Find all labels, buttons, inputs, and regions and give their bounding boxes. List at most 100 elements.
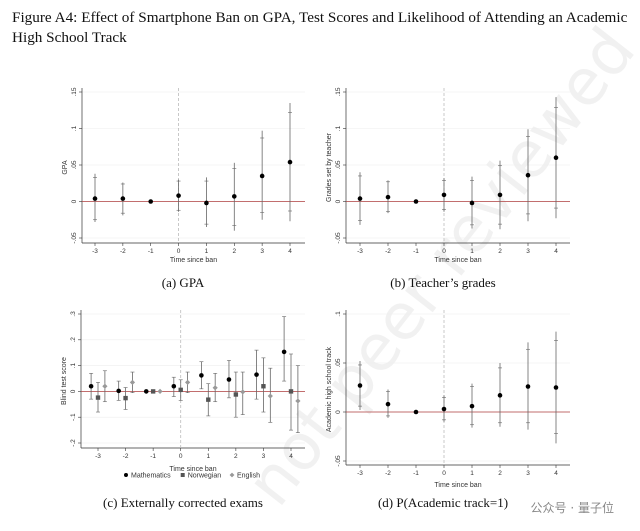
data-point [497, 393, 503, 398]
y-axis-label: Blind test score [61, 357, 68, 405]
legend-label: Mathematics [131, 472, 171, 479]
y-tick-label: -.05 [71, 232, 78, 244]
panel-d: -.05 0 .05 .1 -3 -2 -1 0 1 2 3 4 Academic high schoo… [326, 310, 570, 510]
data-point [116, 388, 121, 394]
figure-title: Figure A4: Effect of Smartphone Ban on G… [12, 9, 628, 46]
x-tick-label: 2 [234, 453, 238, 460]
x-tick-label: 3 [526, 470, 530, 477]
x-tick-label: -1 [150, 453, 156, 460]
data-point [295, 398, 301, 404]
y-tick-label: -.1 [70, 413, 77, 421]
x-tick-label: -1 [413, 248, 419, 255]
data-point [525, 384, 531, 389]
data-point [259, 173, 265, 179]
panel-caption: (c) Externally corrected exams [103, 495, 263, 510]
legend-marker [229, 472, 235, 478]
data-point [102, 383, 108, 389]
y-tick-label: 0 [335, 410, 342, 414]
series-gpa [92, 102, 293, 231]
data-point [469, 200, 475, 206]
panel-c: -.2 -.1 0 .1 .2 .3 -3 -2 -1 0 1 2 3 4 Blind test score… [61, 310, 305, 510]
data-point [413, 409, 419, 415]
y-tick-label: .15 [71, 87, 78, 96]
data-point [226, 377, 232, 382]
data-point [212, 385, 218, 391]
data-point [143, 389, 149, 394]
y-tick-label: -.05 [335, 232, 342, 244]
series-mathematics [88, 316, 287, 401]
data-point [357, 196, 363, 201]
data-point [233, 392, 239, 397]
x-tick-label: 4 [554, 470, 558, 477]
data-point [288, 389, 294, 394]
x-tick-label: -2 [385, 248, 391, 255]
data-point [525, 172, 531, 178]
x-tick-label: -3 [92, 248, 98, 255]
data-point [88, 383, 94, 389]
data-point [199, 373, 204, 378]
x-tick-label: 2 [232, 248, 236, 255]
legend-marker [180, 473, 185, 477]
data-point [231, 194, 237, 199]
data-point [261, 384, 266, 389]
x-tick-label: 3 [526, 248, 530, 255]
legend-label: English [237, 472, 260, 479]
x-tick-label: -3 [95, 453, 101, 460]
y-tick-label: 0 [71, 199, 78, 203]
data-point [95, 395, 101, 400]
data-point [385, 194, 391, 200]
x-tick-label: 4 [288, 248, 292, 255]
y-tick-label: -.05 [335, 455, 342, 467]
x-tick-label: 2 [498, 248, 502, 255]
data-point [553, 385, 559, 390]
data-point [185, 379, 191, 385]
data-point [254, 372, 259, 377]
y-tick-label: .1 [335, 311, 342, 317]
x-tick-label: -2 [120, 248, 126, 255]
x-tick-label: 0 [177, 248, 181, 255]
x-tick-label: -2 [123, 453, 129, 460]
y-tick-label: .05 [335, 160, 342, 169]
y-axis-label: Grades set by teacher [326, 132, 333, 202]
x-tick-label: -1 [413, 470, 419, 477]
data-point [129, 379, 136, 385]
data-point [497, 192, 503, 198]
data-point [123, 395, 128, 401]
panel-a: -.05 0 .05 .1 .15 -3 -2 -1 0 1 2 3 4 GPA Time since ba… [62, 87, 305, 290]
x-axis-label: Time since ban [170, 257, 217, 264]
y-tick-label: .05 [71, 160, 78, 169]
series-english [102, 365, 301, 433]
x-tick-label: 1 [206, 453, 210, 460]
x-axis-label: Time since ban [434, 482, 481, 489]
data-point [150, 389, 156, 394]
data-point [206, 397, 211, 402]
x-tick-label: 4 [554, 248, 558, 255]
data-point [553, 155, 559, 160]
source-logo: 公众号 · 量子位 [526, 498, 618, 517]
panel-caption: (a) GPA [162, 275, 205, 290]
data-point [171, 383, 177, 389]
panel-b: -.05 0 .05 .1 .15 -3 -2 -1 0 1 2 3 4 Grades set by te… [326, 87, 570, 290]
series-grades-set-by-teacher [357, 97, 559, 230]
x-tick-label: 0 [442, 248, 446, 255]
x-tick-label: 0 [179, 453, 183, 460]
data-point [148, 199, 154, 204]
data-point [287, 159, 293, 165]
data-point [469, 403, 475, 409]
y-tick-label: .1 [70, 363, 77, 369]
x-tick-label: 4 [289, 453, 293, 460]
x-tick-label: 1 [470, 470, 474, 477]
y-axis-label: Academic high school track [326, 346, 333, 432]
legend-label: Norwegian [188, 472, 222, 479]
x-tick-label: 0 [442, 470, 446, 477]
data-point [357, 383, 363, 388]
data-point [413, 199, 419, 204]
y-tick-label: .15 [335, 87, 342, 96]
x-tick-label: -3 [357, 248, 363, 255]
y-tick-label: 0 [70, 389, 77, 393]
data-point [441, 406, 447, 412]
y-tick-label: .3 [70, 311, 77, 317]
data-point [178, 387, 183, 393]
x-tick-label: -2 [385, 470, 391, 477]
